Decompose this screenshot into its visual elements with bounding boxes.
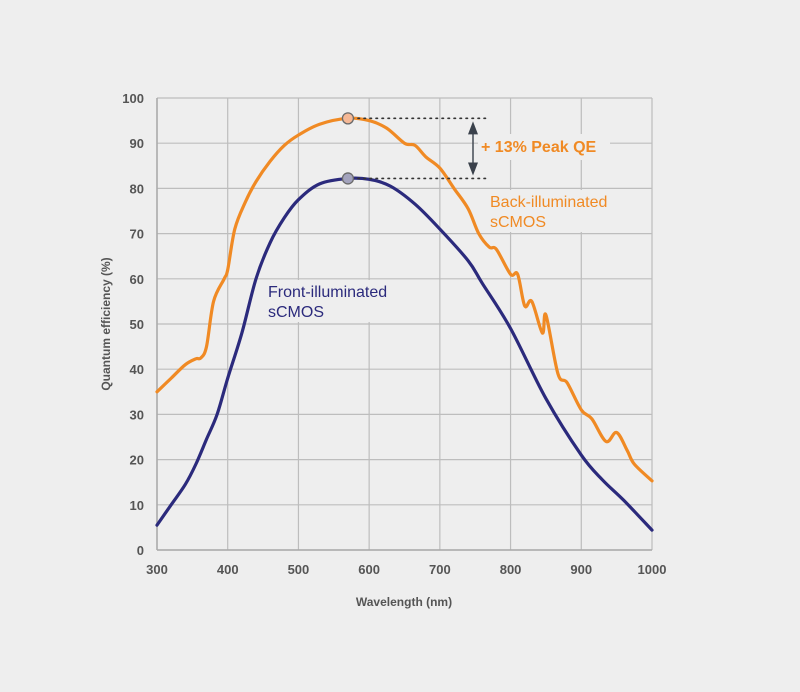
front-illuminated-line	[155, 176, 654, 532]
x-tick-label: 900	[570, 562, 592, 577]
series-lines	[155, 116, 654, 532]
label-masks	[264, 134, 632, 322]
y-tick-label: 100	[122, 91, 144, 106]
y-tick-label: 90	[130, 136, 144, 151]
arrow-up-icon	[468, 121, 478, 135]
label-background	[486, 190, 632, 232]
peak-markers	[341, 112, 355, 185]
front-illuminated-label-line1: Front-illuminated	[268, 284, 387, 301]
x-tick-label: 300	[146, 562, 168, 577]
tick-labels: 300 400 500 600 700 800 900 1000 0 10 20 30 40 50 60 70…	[122, 91, 666, 577]
y-tick-label: 70	[130, 227, 144, 242]
x-tick-label: 400	[217, 562, 239, 577]
front-illuminated-peak-marker	[341, 172, 355, 185]
x-tick-label: 600	[358, 562, 380, 577]
x-axis-label: Wavelength (nm)	[356, 595, 452, 609]
x-tick-label: 800	[500, 562, 522, 577]
back-illuminated-label-line2: sCMOS	[490, 214, 546, 231]
back-illuminated-peak-marker	[341, 112, 355, 125]
y-tick-label: 80	[130, 181, 144, 196]
back-illuminated-line	[155, 116, 654, 483]
peak-qe-annotation: + 13% Peak QE	[481, 139, 597, 156]
y-axis-label: Quantum efficiency (%)	[99, 257, 113, 390]
back-illuminated-label-line1: Back-illuminated	[490, 194, 607, 211]
x-tick-label: 1000	[638, 562, 667, 577]
label-background	[478, 134, 610, 160]
y-tick-label: 60	[130, 272, 144, 287]
y-tick-label: 10	[130, 498, 144, 513]
y-tick-label: 50	[130, 317, 144, 332]
label-background	[264, 280, 408, 322]
y-tick-label: 20	[130, 453, 144, 468]
y-tick-label: 0	[137, 543, 144, 558]
x-tick-label: 500	[288, 562, 310, 577]
y-tick-label: 40	[130, 362, 144, 377]
grid	[156, 97, 653, 551]
x-tick-label: 700	[429, 562, 451, 577]
peak-guides	[351, 117, 487, 180]
y-tick-label: 30	[130, 407, 144, 422]
arrow-down-icon	[468, 162, 478, 176]
front-illuminated-label-line2: sCMOS	[268, 304, 324, 321]
